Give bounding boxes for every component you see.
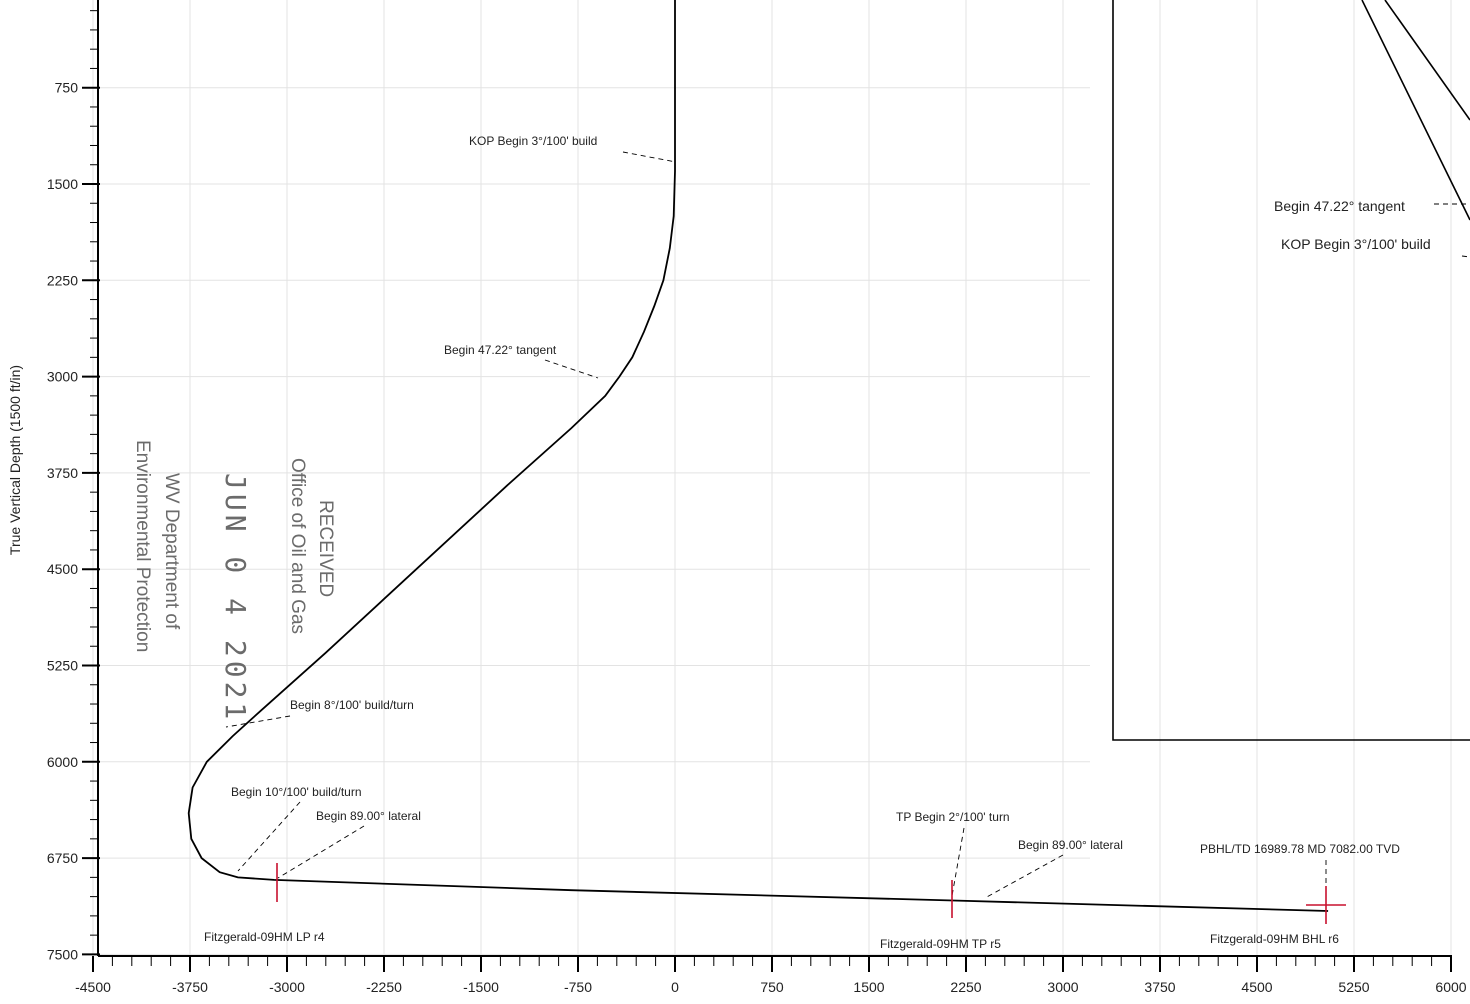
lateral2-leader — [984, 854, 1064, 899]
build10-leader — [237, 801, 301, 872]
x-tick-label: 1500 — [853, 979, 884, 995]
y-tick-label: 3750 — [47, 465, 78, 481]
y-tick-label: 6750 — [47, 850, 78, 866]
x-tick-label: 0 — [671, 979, 679, 995]
x-tick-label: -2250 — [366, 979, 402, 995]
y-axis-title: True Vertical Depth (1500 ft/in) — [7, 365, 23, 555]
x-tick-label: 5250 — [1338, 979, 1369, 995]
stamp-department: WV Department of — [161, 473, 182, 630]
inset-border — [1112, 0, 1470, 741]
x-tick-label: 3750 — [1144, 979, 1175, 995]
build8-leader — [225, 715, 291, 728]
x-tick-label: 4500 — [1241, 979, 1272, 995]
x-tick-label: -750 — [564, 979, 592, 995]
x-tick-label: -3750 — [172, 979, 208, 995]
x-tick-label: 6000 — [1435, 979, 1466, 995]
x-tick-label: -3000 — [269, 979, 305, 995]
inset-path-1 — [1361, 0, 1470, 221]
lp-target-label: Fitzgerald-09HM LP r4 — [204, 930, 325, 944]
y-tick-label: 2250 — [47, 272, 78, 288]
build8-label: Begin 8°/100' build/turn — [290, 698, 414, 712]
y-tick-label: 3000 — [47, 369, 78, 385]
y-tick-label: 7500 — [47, 946, 78, 962]
lateral1-label: Begin 89.00° lateral — [316, 809, 421, 823]
tangent-label: Begin 47.22° tangent — [444, 343, 557, 357]
target-markers — [276, 863, 1346, 924]
build10-label: Begin 10°/100' build/turn — [231, 785, 362, 799]
grid-lines — [92, 0, 1452, 956]
stamp-office: Office of Oil and Gas — [287, 458, 308, 634]
bhl-target-label: Fitzgerald-09HM BHL r6 — [1210, 932, 1339, 946]
y-tick-label: 1500 — [47, 176, 78, 192]
inset-tangent-label: Begin 47.22° tangent — [1274, 198, 1405, 214]
x-tick-label: 750 — [760, 979, 784, 995]
x-tick-label: -1500 — [463, 979, 499, 995]
lateral2-label: Begin 89.00° lateral — [1018, 838, 1123, 852]
x-tick-label: 3000 — [1047, 979, 1078, 995]
annotation-leaders — [225, 151, 1327, 899]
tp-turn-leader — [951, 827, 965, 897]
stamp-protection: Environmental Protection — [132, 440, 153, 652]
tangent-leader — [544, 359, 599, 379]
inset-kop-label: KOP Begin 3°/100' build — [1281, 236, 1431, 252]
y-tick-label: 750 — [55, 80, 79, 96]
tp-target-label: Fitzgerald-09HM TP r5 — [880, 937, 1001, 951]
pbhl-label: PBHL/TD 16989.78 MD 7082.00 TVD — [1200, 842, 1400, 856]
stamp-received: RECEIVED — [315, 500, 336, 597]
y-axis-ticks: 750 1500 2250 3000 3750 4500 5250 6000 6750 7500 — [47, 10, 100, 962]
lateral1-leader — [277, 825, 365, 879]
x-tick-label: 2250 — [950, 979, 981, 995]
inset-path-2 — [1384, 0, 1470, 121]
x-tick-label: -4500 — [75, 979, 111, 995]
received-stamp: RECEIVED Office of Oil and Gas JUN 0 4 2… — [132, 440, 336, 723]
y-tick-label: 6000 — [47, 754, 78, 770]
y-tick-label: 5250 — [47, 658, 78, 674]
y-tick-label: 4500 — [47, 561, 78, 577]
inset-kop-leader — [1461, 255, 1470, 258]
well-path-line — [187, 0, 1329, 912]
x-axis-ticks: -4500 -3750 -3000 -2250 -1500 -750 0 750 1500 225… — [75, 956, 1467, 995]
stamp-date: JUN 0 4 2021 — [219, 473, 252, 723]
kop-leader — [622, 151, 677, 163]
kop-label: KOP Begin 3°/100' build — [469, 134, 597, 148]
plan-view-inset: Begin 47.22° tangent KOP Begin 3°/100' b… — [1112, 0, 1470, 741]
tp-turn-label: TP Begin 2°/100' turn — [896, 810, 1010, 824]
